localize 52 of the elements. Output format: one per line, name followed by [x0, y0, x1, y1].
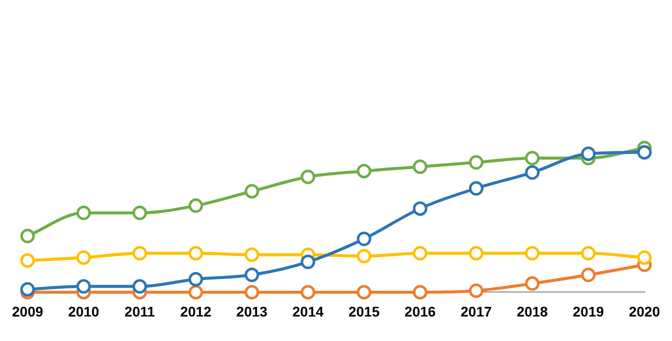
point — [76, 250, 91, 265]
point — [20, 253, 35, 268]
point — [581, 146, 596, 162]
point — [468, 246, 484, 261]
point — [581, 246, 596, 261]
point — [525, 246, 540, 261]
x-tick-label: 2013 — [236, 303, 268, 320]
point — [300, 284, 316, 300]
x-tick-label: 2012 — [180, 303, 212, 320]
x-tick-label: 2018 — [516, 303, 548, 320]
point — [76, 279, 91, 294]
point — [356, 248, 372, 264]
x-tick-label: 2009 — [12, 303, 44, 320]
point — [525, 165, 540, 180]
point — [300, 170, 316, 184]
point — [300, 254, 316, 270]
point — [468, 181, 484, 196]
point — [20, 228, 35, 244]
point — [637, 145, 652, 160]
point — [412, 246, 428, 261]
x-tick-label: 2011 — [124, 303, 156, 320]
point — [581, 268, 596, 282]
x-tick-label: 2014 — [292, 303, 324, 320]
point — [525, 150, 540, 166]
point — [188, 272, 204, 286]
point — [525, 276, 540, 291]
point — [412, 159, 428, 174]
point — [76, 206, 91, 220]
point — [188, 246, 204, 261]
point — [356, 164, 372, 178]
point — [468, 155, 484, 170]
point — [412, 201, 428, 216]
point — [356, 232, 372, 246]
x-tick-label: 2017 — [460, 303, 492, 320]
point — [188, 198, 204, 213]
point — [244, 247, 260, 262]
point — [468, 284, 484, 298]
x-tick-label: 2010 — [68, 303, 100, 320]
point — [244, 184, 260, 199]
x-tick-label: 2020 — [628, 303, 660, 320]
point — [132, 279, 147, 294]
point — [244, 268, 260, 282]
x-tick-label: 2016 — [404, 303, 436, 320]
point — [244, 284, 260, 300]
x-tick-label: 2015 — [348, 303, 380, 320]
point — [132, 206, 147, 220]
x-tick-label: 2019 — [572, 303, 604, 320]
point — [188, 284, 204, 300]
point — [637, 250, 652, 265]
point — [412, 284, 428, 300]
point — [356, 284, 372, 300]
point — [132, 246, 147, 261]
